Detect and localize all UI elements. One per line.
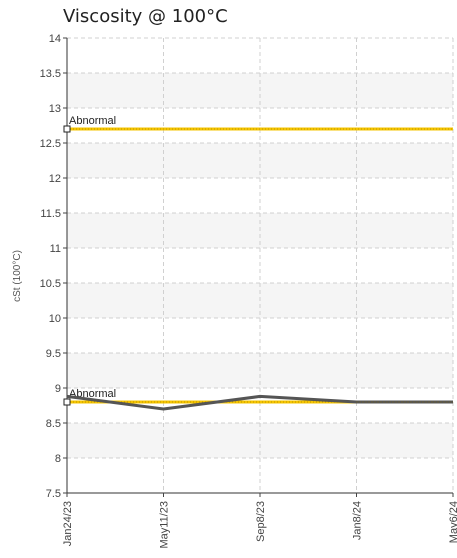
y-tick-label: 11 bbox=[50, 243, 61, 255]
y-tick-label: 13.5 bbox=[40, 68, 61, 80]
x-tick-label: May11/23 bbox=[159, 501, 171, 549]
y-tick-label: 12.5 bbox=[40, 138, 61, 150]
y-tick-label: 12 bbox=[49, 173, 61, 185]
limit-marker bbox=[63, 125, 71, 133]
x-tick-label: Sep8/23 bbox=[255, 501, 267, 542]
series-line bbox=[66, 394, 453, 411]
limit-label: Abnormal bbox=[69, 115, 116, 127]
y-tick-label: 10 bbox=[49, 313, 61, 325]
data-series bbox=[66, 394, 453, 411]
x-tick-label: May6/24 bbox=[448, 501, 457, 543]
y-tick-label: 8 bbox=[55, 453, 61, 465]
y-tick-label: 7.5 bbox=[46, 488, 61, 500]
y-tick-label: 14 bbox=[49, 33, 61, 45]
y-tick-label: 10.5 bbox=[40, 278, 61, 290]
x-tick-label: Jan24/23 bbox=[62, 501, 74, 546]
y-tick-label: 13 bbox=[49, 103, 61, 115]
y-tick-label: 9.5 bbox=[46, 348, 61, 360]
y-axis-label: cSt (100°C) bbox=[12, 250, 23, 302]
y-tick-label: 9 bbox=[55, 383, 61, 395]
limit-marker bbox=[63, 398, 71, 406]
x-tick-label: Jan8/24 bbox=[352, 501, 364, 540]
y-ticks: 7.5 8 8.5 9 9.5 10 10.5 11 11.5 12 12.5 13 13.5 14 bbox=[40, 33, 67, 500]
y-tick-label: 8.5 bbox=[46, 418, 61, 430]
y-tick-label: 11.5 bbox=[40, 208, 61, 220]
x-ticks: Jan24/23 May11/23 Sep8/23 Jan8/24 May6/24 bbox=[62, 493, 457, 549]
chart-title: Viscosity @ 100°C bbox=[63, 6, 228, 27]
